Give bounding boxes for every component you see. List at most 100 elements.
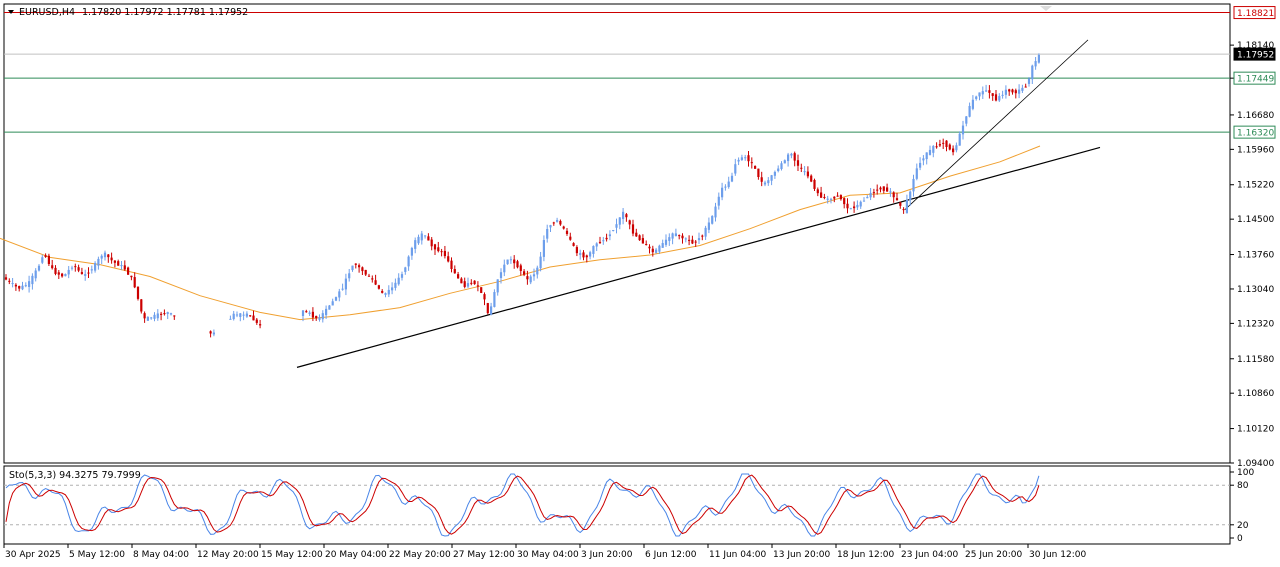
candle[interactable] (905, 194, 908, 214)
candle[interactable] (18, 285, 21, 292)
price-tag-support[interactable]: 1.16320 (1233, 125, 1276, 139)
candle[interactable] (70, 265, 74, 271)
candle[interactable] (998, 93, 1001, 103)
candle[interactable] (981, 86, 984, 100)
candle[interactable] (856, 200, 859, 210)
candle[interactable] (499, 268, 503, 284)
candle[interactable] (407, 255, 410, 271)
candle[interactable] (417, 234, 420, 245)
candle[interactable] (338, 288, 341, 302)
candle[interactable] (645, 240, 648, 246)
candle[interactable] (952, 145, 955, 156)
candle[interactable] (688, 235, 691, 246)
candle[interactable] (697, 232, 701, 245)
candle[interactable] (123, 260, 126, 271)
candle[interactable] (721, 182, 724, 201)
candle[interactable] (80, 267, 83, 275)
candle[interactable] (410, 246, 413, 260)
candle[interactable] (711, 215, 714, 225)
candle[interactable] (546, 224, 549, 243)
candle[interactable] (344, 273, 347, 296)
candle[interactable] (252, 310, 255, 321)
candle[interactable] (869, 187, 872, 201)
candle[interactable] (664, 234, 668, 247)
candle[interactable] (806, 166, 809, 179)
candle[interactable] (424, 235, 427, 239)
candle[interactable] (585, 254, 588, 263)
candle[interactable] (536, 265, 539, 279)
candle[interactable] (608, 230, 611, 241)
candle[interactable] (400, 271, 404, 281)
candle[interactable] (843, 197, 846, 209)
candle[interactable] (859, 200, 862, 209)
candle[interactable] (826, 195, 829, 204)
candle[interactable] (925, 152, 928, 165)
candle[interactable] (592, 245, 595, 258)
candle[interactable] (895, 192, 899, 201)
candle[interactable] (153, 312, 156, 322)
candle[interactable] (146, 316, 149, 321)
candle[interactable] (331, 298, 334, 306)
candle[interactable] (1024, 83, 1027, 88)
candle[interactable] (559, 219, 562, 226)
candle[interactable] (1011, 88, 1014, 95)
candle[interactable] (754, 165, 757, 169)
candle[interactable] (747, 151, 750, 167)
candle[interactable] (763, 180, 767, 187)
candle[interactable] (480, 287, 483, 294)
candle[interactable] (549, 224, 552, 232)
candle[interactable] (11, 277, 14, 288)
candle[interactable] (790, 152, 793, 159)
candle[interactable] (61, 272, 64, 278)
candle[interactable] (8, 278, 11, 285)
candle[interactable] (879, 186, 882, 193)
candle[interactable] (625, 212, 628, 222)
candle[interactable] (539, 251, 542, 272)
candle[interactable] (615, 218, 618, 234)
candle[interactable] (308, 310, 311, 316)
candle[interactable] (358, 263, 361, 273)
candle[interactable] (361, 266, 364, 275)
candle[interactable] (740, 154, 743, 161)
price-tag-current[interactable]: 1.17952 (1233, 47, 1276, 61)
candle[interactable] (833, 196, 836, 203)
candle[interactable] (800, 163, 803, 173)
candle[interactable] (612, 229, 615, 232)
candle[interactable] (239, 312, 242, 322)
candle[interactable] (589, 250, 592, 260)
candle[interactable] (734, 158, 737, 176)
candle[interactable] (255, 317, 258, 325)
candle[interactable] (862, 197, 866, 202)
candle[interactable] (1001, 90, 1004, 99)
candle[interactable] (1034, 56, 1037, 70)
candle[interactable] (770, 174, 773, 186)
candle[interactable] (414, 237, 417, 254)
candle[interactable] (516, 259, 519, 269)
candle[interactable] (24, 282, 27, 288)
candle[interactable] (915, 163, 918, 181)
candle[interactable] (169, 312, 173, 316)
dropdown-icon[interactable] (8, 10, 14, 14)
candle[interactable] (384, 292, 387, 298)
candle[interactable] (714, 202, 717, 222)
candle[interactable] (661, 239, 664, 248)
price-pane[interactable] (3, 3, 1231, 464)
candle[interactable] (681, 233, 684, 244)
candle[interactable] (44, 253, 47, 258)
candle[interactable] (565, 227, 569, 236)
candle[interactable] (919, 157, 922, 171)
candle[interactable] (473, 280, 476, 285)
candle[interactable] (965, 115, 968, 127)
candle[interactable] (991, 93, 994, 101)
candle[interactable] (803, 166, 806, 176)
candle[interactable] (935, 142, 938, 149)
candle[interactable] (513, 255, 516, 269)
candle[interactable] (470, 279, 473, 286)
candle[interactable] (259, 319, 262, 329)
candle[interactable] (341, 283, 344, 291)
candle[interactable] (724, 184, 727, 191)
candle[interactable] (519, 263, 522, 276)
candle[interactable] (783, 159, 786, 164)
candle[interactable] (64, 273, 67, 277)
candle[interactable] (107, 254, 110, 263)
